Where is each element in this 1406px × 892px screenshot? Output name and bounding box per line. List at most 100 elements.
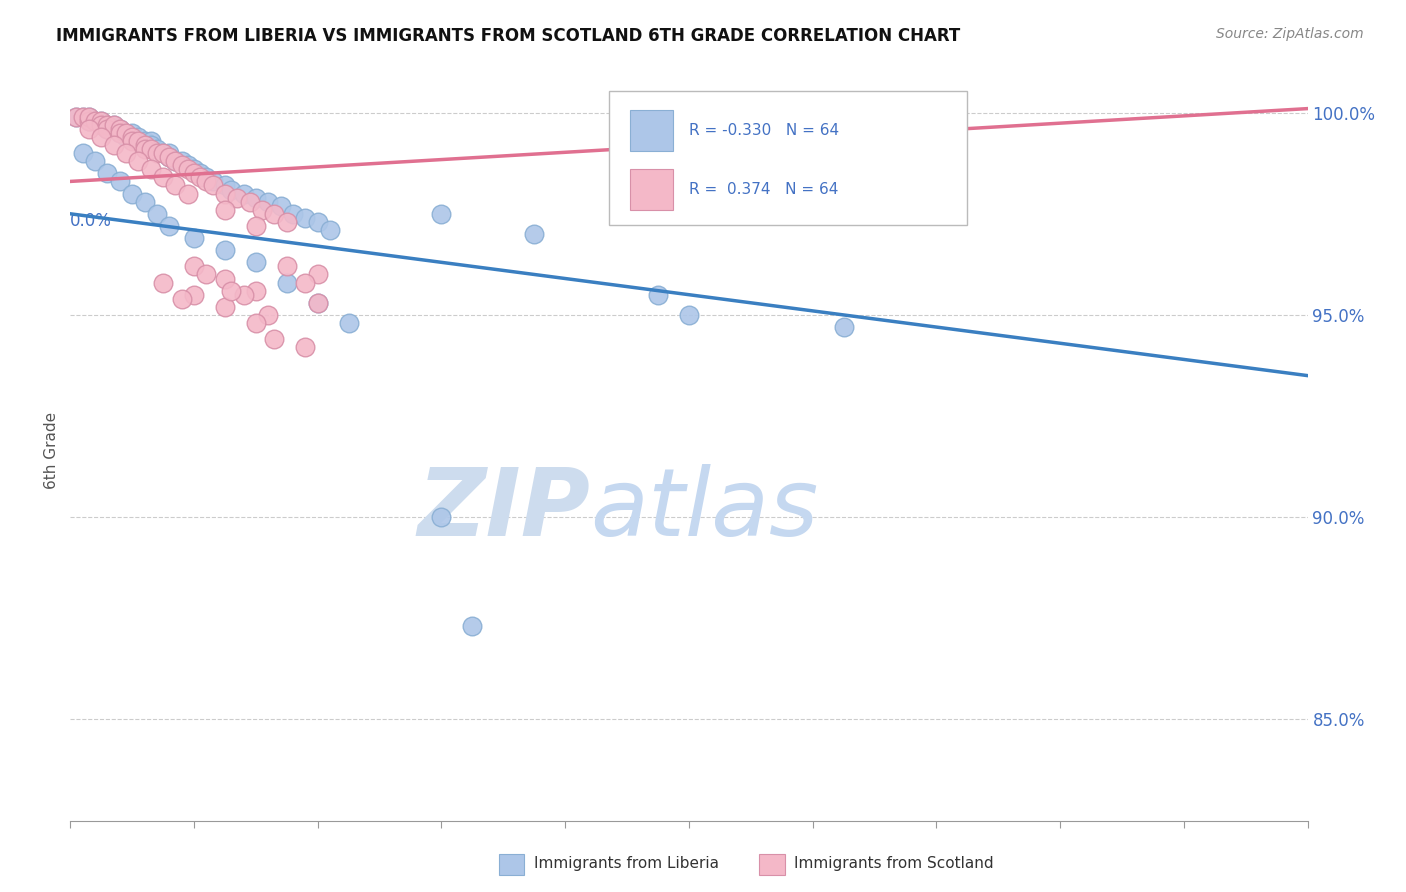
Point [461, 619, 484, 633]
Text: Immigrants from Liberia: Immigrants from Liberia [534, 856, 720, 871]
Point [232, 186, 254, 201]
Point [319, 223, 342, 237]
Point [108, 121, 131, 136]
Point [183, 231, 205, 245]
Point [188, 170, 211, 185]
Point [65, 110, 87, 124]
Point [121, 129, 143, 144]
Point [77, 113, 100, 128]
Point [832, 320, 855, 334]
Point [90, 129, 112, 144]
Point [146, 142, 169, 156]
Point [77, 110, 100, 124]
Point [121, 134, 143, 148]
Text: Immigrants from Scotland: Immigrants from Scotland [794, 856, 994, 871]
Point [165, 154, 187, 169]
Bar [630, 110, 673, 151]
Point [214, 178, 236, 193]
Point [183, 166, 205, 180]
Point [183, 260, 205, 274]
Point [276, 215, 298, 229]
Point [157, 219, 180, 233]
Point [188, 166, 211, 180]
Point [177, 158, 200, 172]
Point [121, 126, 143, 140]
Point [183, 287, 205, 301]
Y-axis label: 6th Grade: 6th Grade [44, 412, 59, 489]
Point [183, 162, 205, 177]
Point [214, 202, 236, 217]
Point [678, 308, 700, 322]
Point [84, 154, 107, 169]
Point [214, 243, 236, 257]
Point [90, 118, 112, 132]
Point [115, 126, 138, 140]
Point [72, 110, 94, 124]
Point [177, 186, 200, 201]
FancyBboxPatch shape [609, 91, 967, 225]
Point [170, 292, 193, 306]
Point [307, 295, 329, 310]
Point [214, 186, 236, 201]
Point [65, 110, 87, 124]
Point [84, 113, 107, 128]
Point [170, 154, 193, 169]
Point [214, 300, 236, 314]
Point [226, 191, 249, 205]
Bar [630, 169, 673, 210]
Point [134, 134, 156, 148]
Point [103, 121, 125, 136]
Point [152, 276, 174, 290]
Text: 0.0%: 0.0% [70, 212, 112, 230]
Point [72, 146, 94, 161]
Point [195, 268, 218, 282]
Point [134, 142, 156, 156]
Point [245, 284, 267, 298]
Point [77, 113, 100, 128]
Point [139, 142, 162, 156]
Point [257, 194, 280, 209]
Point [139, 138, 162, 153]
Point [177, 162, 200, 177]
Point [307, 295, 329, 310]
Point [281, 207, 304, 221]
Point [294, 340, 316, 354]
Point [157, 150, 180, 164]
Point [90, 113, 112, 128]
Point [127, 154, 149, 169]
Text: Source: ZipAtlas.com: Source: ZipAtlas.com [1216, 27, 1364, 41]
Point [523, 227, 546, 241]
Point [72, 110, 94, 124]
Text: ZIP: ZIP [418, 464, 591, 556]
Point [96, 121, 118, 136]
Point [294, 276, 316, 290]
Text: R =  0.374   N = 64: R = 0.374 N = 64 [689, 182, 838, 197]
Point [108, 174, 131, 188]
Point [121, 186, 143, 201]
Point [276, 260, 298, 274]
Text: atlas: atlas [591, 464, 818, 555]
Point [232, 287, 254, 301]
Point [239, 194, 262, 209]
Point [115, 126, 138, 140]
Point [115, 129, 138, 144]
Point [96, 166, 118, 180]
Point [90, 118, 112, 132]
Point [430, 207, 453, 221]
Point [103, 138, 125, 153]
Point [152, 146, 174, 161]
Point [103, 118, 125, 132]
Point [195, 170, 218, 185]
Point [90, 113, 112, 128]
Point [257, 308, 280, 322]
Point [245, 219, 267, 233]
Point [170, 158, 193, 172]
Point [127, 134, 149, 148]
Point [430, 510, 453, 524]
Point [134, 194, 156, 209]
Point [201, 178, 224, 193]
Point [195, 174, 218, 188]
Point [157, 150, 180, 164]
Point [245, 191, 267, 205]
Point [245, 316, 267, 330]
